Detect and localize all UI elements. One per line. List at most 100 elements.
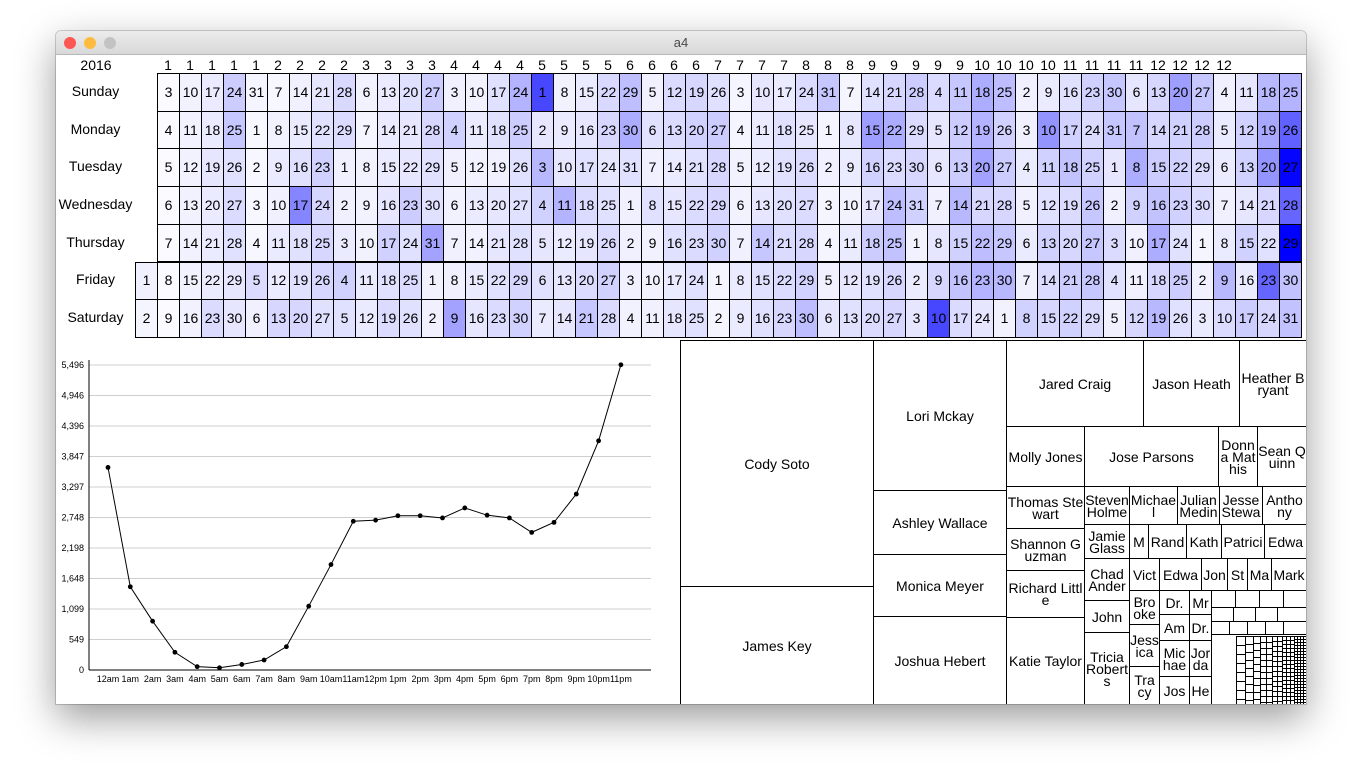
day-cell[interactable]: 7 — [531, 299, 554, 338]
day-cell[interactable]: 9 — [355, 186, 378, 225]
day-cell[interactable]: 29 — [223, 261, 246, 301]
day-cell[interactable]: 5 — [1103, 299, 1126, 338]
day-cell[interactable]: 7 — [839, 73, 862, 112]
day-cell[interactable]: 17 — [487, 73, 510, 112]
treemap-cell[interactable]: Dr. — [1189, 614, 1212, 641]
day-cell[interactable]: 28 — [1191, 110, 1214, 150]
treemap-cell[interactable]: Richard Little — [1006, 570, 1085, 618]
day-cell[interactable]: 26 — [509, 148, 532, 188]
day-cell[interactable]: 18 — [971, 73, 994, 112]
day-cell[interactable]: 5 — [817, 261, 840, 301]
day-cell[interactable]: 29 — [993, 223, 1016, 263]
treemap-cell[interactable]: John — [1084, 600, 1130, 633]
day-cell[interactable]: 16 — [949, 261, 972, 301]
day-cell[interactable]: 21 — [971, 186, 994, 225]
day-cell[interactable]: 3 — [333, 223, 356, 263]
day-cell[interactable]: 12 — [1125, 299, 1148, 338]
day-cell[interactable]: 22 — [487, 261, 510, 301]
day-cell[interactable]: 16 — [751, 299, 774, 338]
day-cell[interactable]: 28 — [1081, 261, 1104, 301]
day-cell[interactable]: 4 — [443, 110, 466, 150]
day-cell[interactable]: 10 — [1037, 110, 1060, 150]
day-cell[interactable]: 4 — [729, 110, 752, 150]
day-cell[interactable]: 16 — [289, 148, 312, 188]
day-cell[interactable]: 12 — [465, 148, 488, 188]
day-cell[interactable]: 2 — [905, 261, 928, 301]
day-cell[interactable]: 25 — [883, 223, 906, 263]
day-cell[interactable]: 26 — [597, 223, 620, 263]
day-cell[interactable]: 7 — [1213, 186, 1236, 225]
treemap-cell[interactable]: Jos — [1159, 676, 1190, 704]
treemap-cell[interactable]: Jess ica — [1129, 624, 1160, 667]
day-cell[interactable]: 29 — [905, 110, 928, 150]
day-cell[interactable]: 31 — [1103, 110, 1126, 150]
day-cell[interactable]: 12 — [179, 148, 202, 188]
day-cell[interactable]: 5 — [157, 148, 180, 188]
day-cell[interactable]: 1 — [333, 148, 356, 188]
day-cell[interactable]: 9 — [641, 223, 664, 263]
day-cell[interactable]: 1 — [531, 73, 554, 112]
day-cell[interactable]: 7 — [1015, 261, 1038, 301]
day-cell[interactable]: 19 — [1257, 110, 1280, 150]
day-cell[interactable]: 15 — [1037, 299, 1060, 338]
day-cell[interactable]: 28 — [795, 223, 818, 263]
treemap-cell[interactable]: Jose Parsons — [1084, 426, 1219, 487]
day-cell[interactable]: 15 — [377, 148, 400, 188]
day-cell[interactable]: 18 — [1257, 73, 1280, 112]
day-cell[interactable]: 17 — [861, 186, 884, 225]
treemap-cell[interactable]: Katie Taylor — [1006, 617, 1085, 704]
day-cell[interactable]: 30 — [1279, 261, 1302, 301]
day-cell[interactable]: 21 — [201, 223, 224, 263]
day-cell[interactable]: 25 — [311, 223, 334, 263]
day-cell[interactable]: 24 — [1169, 223, 1192, 263]
treemap-cell[interactable]: Dr. — [1159, 590, 1190, 615]
day-cell[interactable]: 7 — [641, 148, 664, 188]
day-cell[interactable]: 23 — [311, 148, 334, 188]
day-cell[interactable]: 3 — [245, 186, 268, 225]
day-cell[interactable]: 5 — [1015, 186, 1038, 225]
day-cell[interactable]: 27 — [1279, 148, 1302, 188]
day-cell[interactable]: 10 — [1213, 299, 1236, 338]
day-cell[interactable]: 4 — [1015, 148, 1038, 188]
day-cell[interactable]: 29 — [509, 261, 532, 301]
day-cell[interactable]: 15 — [1147, 148, 1170, 188]
day-cell[interactable]: 13 — [839, 299, 862, 338]
day-cell[interactable]: 26 — [1081, 186, 1104, 225]
zoom-button[interactable] — [104, 37, 116, 49]
day-cell[interactable]: 3 — [1015, 110, 1038, 150]
day-cell[interactable]: 27 — [1191, 73, 1214, 112]
treemap-cell[interactable]: Tra cy — [1129, 666, 1160, 704]
day-cell[interactable]: 14 — [553, 299, 576, 338]
close-button[interactable] — [64, 37, 76, 49]
treemap-cell[interactable]: Thomas Stewart — [1006, 486, 1085, 529]
day-cell[interactable]: 28 — [905, 73, 928, 112]
day-cell[interactable]: 2 — [333, 186, 356, 225]
treemap-cell[interactable]: Joshua Hebert — [873, 616, 1007, 704]
day-cell[interactable]: 3 — [531, 148, 554, 188]
day-cell[interactable]: 17 — [575, 148, 598, 188]
day-cell[interactable]: 11 — [751, 110, 774, 150]
day-cell[interactable]: 23 — [201, 299, 224, 338]
day-cell[interactable]: 20 — [1059, 223, 1082, 263]
day-cell[interactable]: 28 — [421, 110, 444, 150]
day-cell[interactable]: 14 — [663, 148, 686, 188]
day-cell[interactable]: 21 — [399, 110, 422, 150]
day-cell[interactable]: 19 — [861, 261, 884, 301]
day-cell[interactable]: 13 — [267, 299, 290, 338]
day-cell[interactable]: 23 — [1081, 73, 1104, 112]
day-cell[interactable]: 15 — [289, 110, 312, 150]
day-cell[interactable]: 4 — [245, 223, 268, 263]
day-cell[interactable]: 11 — [355, 261, 378, 301]
day-cell[interactable]: 12 — [839, 261, 862, 301]
day-cell[interactable]: 18 — [1147, 261, 1170, 301]
day-cell[interactable]: 10 — [751, 73, 774, 112]
day-cell[interactable]: 28 — [1279, 186, 1302, 225]
day-cell[interactable]: 30 — [509, 299, 532, 338]
day-cell[interactable]: 15 — [465, 261, 488, 301]
day-cell[interactable]: 2 — [1015, 73, 1038, 112]
day-cell[interactable]: 11 — [267, 223, 290, 263]
day-cell[interactable]: 18 — [861, 223, 884, 263]
day-cell[interactable]: 17 — [289, 186, 312, 225]
day-cell[interactable]: 18 — [487, 110, 510, 150]
treemap-cell[interactable]: Ma — [1247, 558, 1272, 591]
